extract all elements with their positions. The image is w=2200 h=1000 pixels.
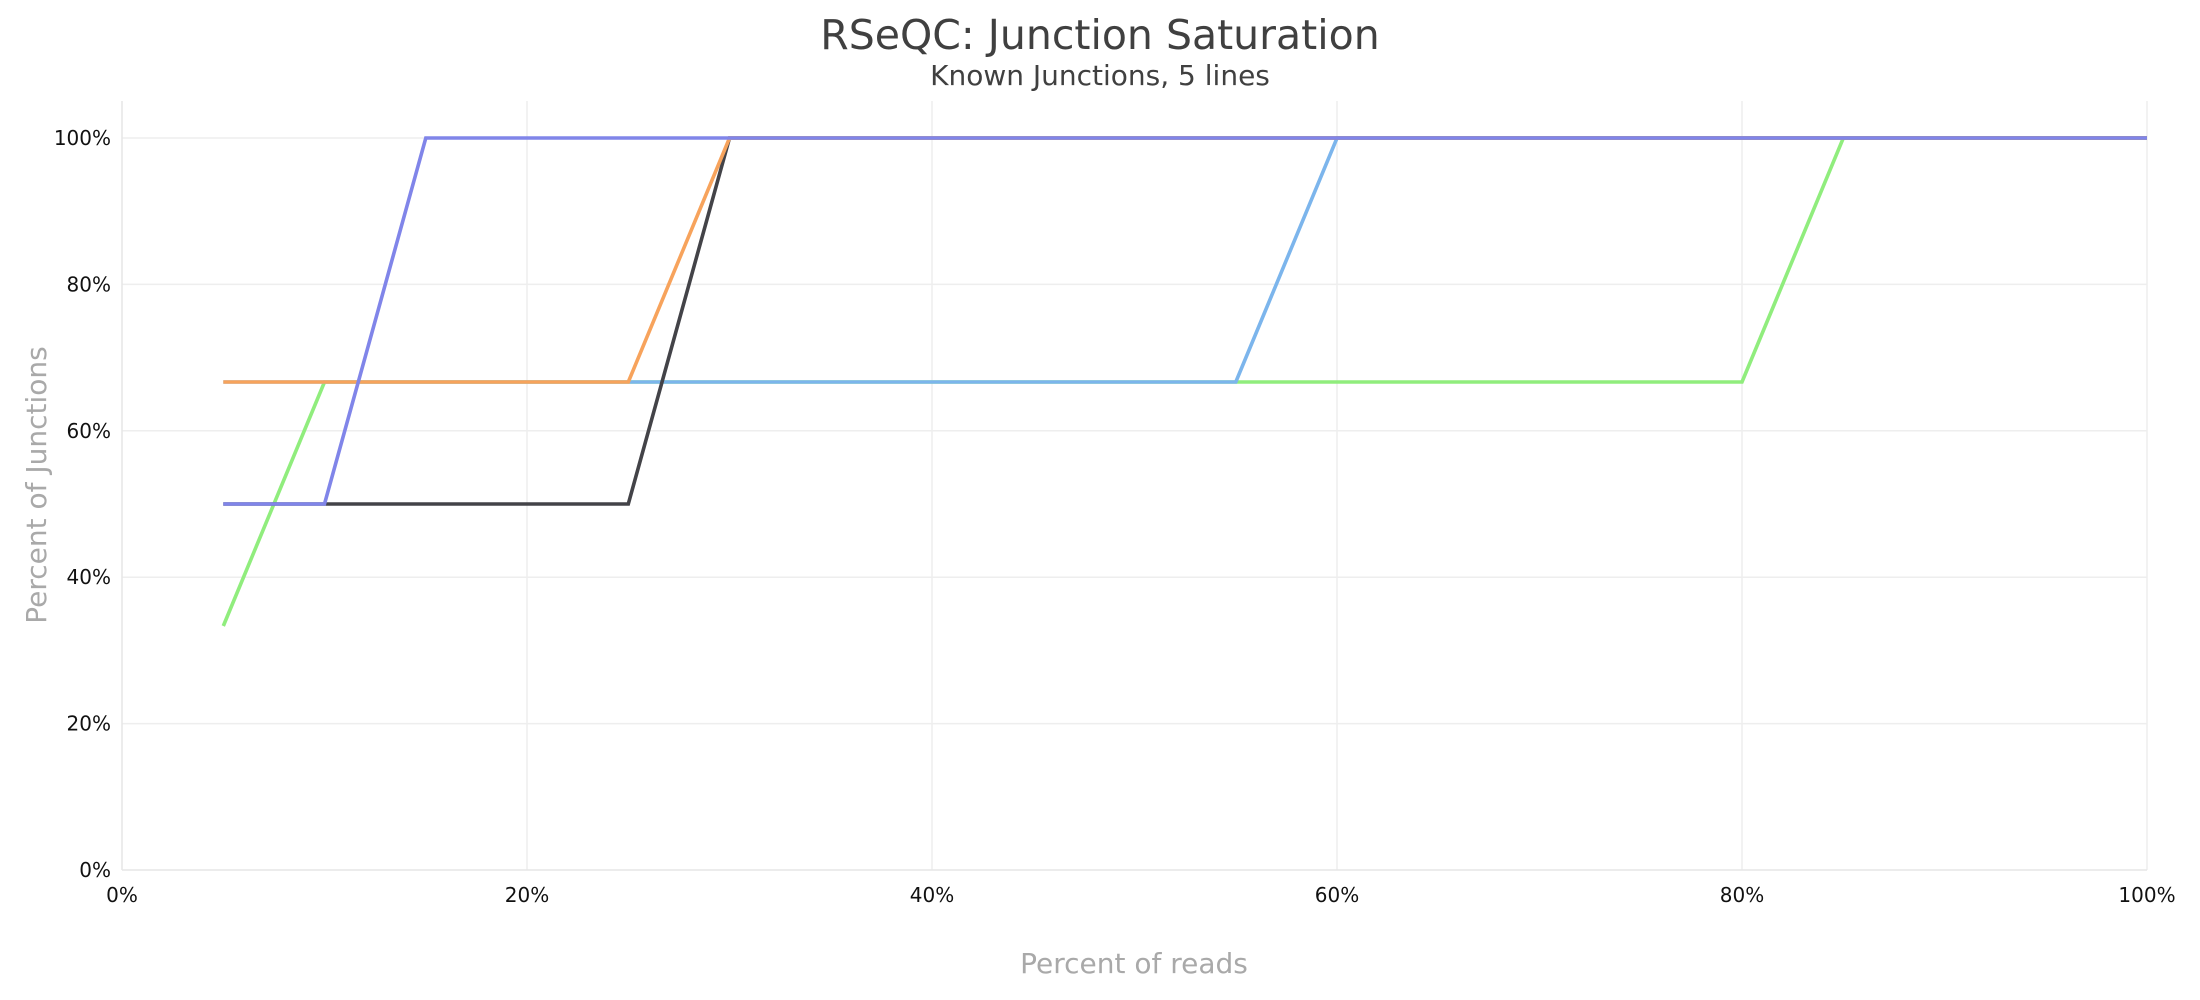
axes (121, 101, 2147, 871)
x-tick-label: 80% (1720, 883, 1764, 907)
y-tick-label: 0% (79, 858, 111, 882)
y-tick-label: 20% (67, 712, 111, 736)
x-tick-label: 0% (106, 883, 138, 907)
series-lines (221, 136, 2147, 627)
x-tick-label: 60% (1315, 883, 1359, 907)
y-tick-label: 100% (54, 126, 111, 150)
y-tick-label: 40% (67, 565, 111, 589)
x-axis-title: Percent of reads (1020, 947, 1248, 980)
series-line-4 (223, 136, 2147, 384)
x-tick-label: 40% (910, 883, 954, 907)
x-tick-label: 20% (505, 883, 549, 907)
y-tick-label: 60% (67, 419, 111, 443)
chart-subtitle: Known Junctions, 5 lines (930, 59, 1270, 92)
tick-labels: 0% 20% 40% 60% 80% 100% 0% 20% 40% 60% 80% 100% (54, 126, 2176, 907)
y-tick-label: 80% (67, 272, 111, 296)
x-tick-label: 100% (2118, 883, 2175, 907)
series-line-5 (223, 136, 2147, 506)
series-line-2 (223, 136, 2147, 384)
chart-title: RSeQC: Junction Saturation (820, 11, 1379, 59)
grid (122, 101, 2148, 870)
series-line-3 (223, 136, 2147, 506)
y-axis-title: Percent of Junctions (20, 346, 53, 624)
